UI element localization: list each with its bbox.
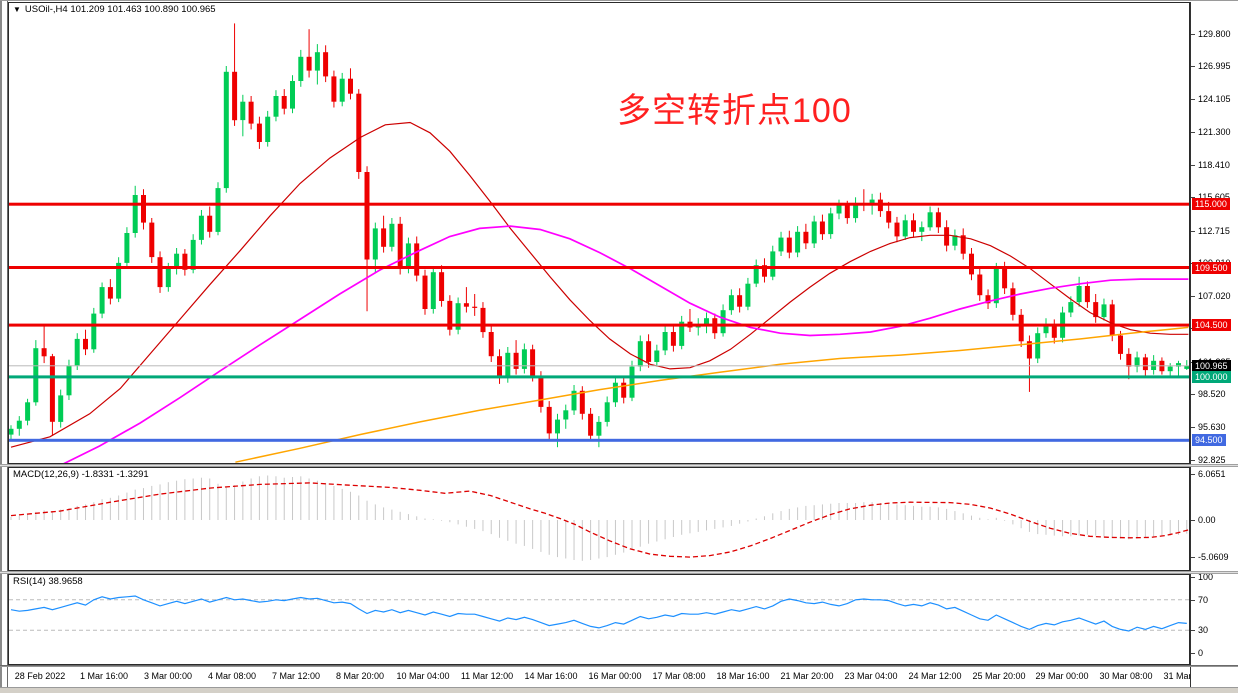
- macd-tick-label: 0.00: [1198, 515, 1216, 525]
- time-tick-label: 25 Mar 20:00: [972, 671, 1026, 681]
- time-tick-label: 4 Mar 08:00: [207, 671, 257, 681]
- axis-tick-mark: [1191, 520, 1195, 521]
- window-bottom-bar: [0, 687, 1238, 693]
- time-tick-label: 11 Mar 12:00: [460, 671, 514, 681]
- price-tick-label: 107.020: [1198, 291, 1231, 301]
- time-tick-label: 10 Mar 04:00: [396, 671, 450, 681]
- time-tick-label: 17 Mar 08:00: [652, 671, 706, 681]
- price-level-badge: 100.000: [1192, 371, 1231, 383]
- price-tick-label: 95.630: [1198, 422, 1226, 432]
- axis-tick-mark: [1191, 99, 1195, 100]
- time-tick-label: 29 Mar 00:00: [1035, 671, 1089, 681]
- macd-indicator-label: MACD(12,26,9) -1.8331 -1.3291: [13, 469, 149, 480]
- axis-tick-mark: [1191, 132, 1195, 133]
- axis-tick-mark: [1191, 296, 1195, 297]
- axis-tick-mark: [1191, 577, 1195, 578]
- axis-tick-mark: [1191, 231, 1195, 232]
- time-tick-label: 24 Mar 12:00: [908, 671, 962, 681]
- time-tick-label: 1 Mar 16:00: [79, 671, 129, 681]
- price-tick-label: 98.520: [1198, 389, 1226, 399]
- price-tick-label: 92.825: [1198, 455, 1226, 465]
- axis-tick-mark: [1191, 427, 1195, 428]
- price-level-badge: 109.500: [1192, 262, 1231, 274]
- window-left-border: [0, 1, 8, 693]
- price-tick-label: 124.105: [1198, 94, 1231, 104]
- axis-tick-mark: [1191, 197, 1195, 198]
- time-tick-label: 18 Mar 16:00: [716, 671, 770, 681]
- time-tick-label: 16 Mar 00:00: [588, 671, 642, 681]
- price-level-badge: 100.965: [1192, 360, 1231, 372]
- axis-tick-mark: [1191, 460, 1195, 461]
- axis-tick-mark: [1191, 34, 1195, 35]
- time-tick-label: 8 Mar 20:00: [335, 671, 385, 681]
- price-tick-label: 118.410: [1198, 160, 1230, 170]
- time-tick-label: 23 Mar 04:00: [844, 671, 898, 681]
- time-tick-label: 7 Mar 12:00: [271, 671, 321, 681]
- macd-tick-label: 6.0651: [1198, 469, 1226, 479]
- time-tick-label: 3 Mar 00:00: [143, 671, 193, 681]
- price-level-badge: 115.000: [1192, 198, 1230, 210]
- macd-panel[interactable]: [8, 467, 1190, 571]
- price-tick-label: 129.800: [1198, 29, 1231, 39]
- rsi-indicator-label: RSI(14) 38.9658: [13, 576, 83, 587]
- time-tick-label: 28 Feb 2022: [14, 671, 66, 681]
- price-tick-label: 121.300: [1198, 127, 1231, 137]
- dropdown-icon[interactable]: ▼: [13, 5, 21, 14]
- price-tick-label: 126.995: [1198, 61, 1231, 71]
- axis-tick-mark: [1191, 394, 1195, 395]
- panel-separator[interactable]: [0, 571, 1238, 574]
- price-tick-label: 115.605: [1198, 192, 1230, 202]
- axis-tick-mark: [1191, 557, 1195, 558]
- price-axis[interactable]: 129.800 126.995 124.105 121.300 118.410 115.6…: [1190, 2, 1238, 687]
- main-price-chart[interactable]: [8, 2, 1190, 464]
- panel-separator[interactable]: [0, 464, 1238, 467]
- time-tick-label: 21 Mar 20:00: [780, 671, 834, 681]
- time-tick-label: 14 Mar 16:00: [524, 671, 578, 681]
- time-axis[interactable]: 28 Feb 2022 1 Mar 16:00 3 Mar 00:00 4 Mar 0…: [8, 667, 1217, 687]
- panel-separator: [0, 665, 1238, 667]
- annotation-text: 多空转折点100: [617, 92, 852, 130]
- axis-tick-mark: [1191, 474, 1195, 475]
- rsi-tick-label: 0: [1198, 648, 1204, 658]
- axis-tick-mark: [1191, 66, 1195, 67]
- macd-tick-label: -5.0609: [1198, 552, 1229, 562]
- rsi-panel[interactable]: [8, 574, 1190, 665]
- rsi-tick-label: 100: [1198, 572, 1214, 582]
- axis-tick-mark: [1191, 630, 1195, 631]
- axis-tick-mark: [1191, 165, 1195, 166]
- price-level-badge: 94.500: [1192, 434, 1226, 446]
- ohlc-quote-text: USOil-,H4 101.209 101.463 100.890 100.96…: [24, 4, 216, 15]
- rsi-tick-label: 30: [1198, 625, 1209, 635]
- axis-tick-mark: [1191, 653, 1195, 654]
- price-level-badge: 104.500: [1192, 319, 1231, 331]
- axis-tick-mark: [1191, 600, 1195, 601]
- time-tick-label: 30 Mar 08:00: [1099, 671, 1153, 681]
- price-tick-label: 112.715: [1198, 226, 1230, 236]
- rsi-tick-label: 70: [1198, 595, 1209, 605]
- chart-symbol-title: ▼ USOil-,H4 101.209 101.463 100.890 100.9…: [13, 4, 216, 15]
